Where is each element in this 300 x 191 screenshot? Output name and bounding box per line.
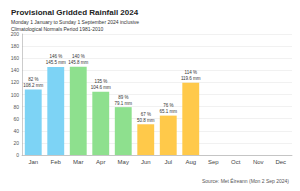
- svg-text:76 %: 76 %: [163, 103, 173, 108]
- svg-text:Jun: Jun: [141, 159, 151, 165]
- svg-text:79.1 mm: 79.1 mm: [114, 101, 132, 106]
- svg-text:Climatological Normals Period: Climatological Normals Period 1981-2010: [11, 26, 103, 32]
- svg-text:Apr: Apr: [96, 159, 105, 165]
- svg-text:Jan: Jan: [28, 159, 38, 165]
- svg-text:40: 40: [13, 128, 19, 134]
- svg-text:60: 60: [13, 116, 19, 122]
- svg-text:0: 0: [16, 152, 19, 158]
- svg-text:160: 160: [11, 55, 20, 61]
- svg-text:140 %: 140 %: [72, 54, 85, 59]
- svg-text:Monday 1 January to Sunday 1 S: Monday 1 January to Sunday 1 September 2…: [11, 19, 139, 25]
- svg-text:145.8 mm: 145.8 mm: [68, 60, 88, 65]
- svg-text:89 %: 89 %: [118, 95, 128, 100]
- svg-text:May: May: [118, 159, 129, 165]
- svg-text:180: 180: [11, 43, 20, 49]
- svg-text:Dec: Dec: [275, 159, 286, 165]
- svg-text:65.1 mm: 65.1 mm: [159, 109, 177, 114]
- svg-text:67 %: 67 %: [141, 112, 151, 117]
- svg-text:119.6 mm: 119.6 mm: [181, 76, 201, 81]
- svg-text:Provisional Gridded Rainfall 2: Provisional Gridded Rainfall 2024: [11, 8, 139, 17]
- svg-text:200: 200: [11, 31, 20, 37]
- svg-text:80: 80: [13, 104, 19, 110]
- svg-text:114 %: 114 %: [185, 70, 197, 75]
- svg-text:145.5 mm: 145.5 mm: [46, 60, 66, 65]
- svg-text:Aug: Aug: [185, 159, 196, 165]
- svg-text:Nov: Nov: [253, 159, 264, 165]
- svg-text:50.8 mm: 50.8 mm: [137, 118, 155, 123]
- svg-text:Jul: Jul: [164, 159, 172, 165]
- svg-text:Feb: Feb: [51, 159, 62, 165]
- svg-text:140: 140: [11, 67, 20, 73]
- svg-text:104.6 mm: 104.6 mm: [91, 85, 111, 90]
- svg-text:Source: Met Éireann (Mon 2 Sep: Source: Met Éireann (Mon 2 Sep 2024): [202, 178, 289, 184]
- svg-text:Oct: Oct: [231, 159, 241, 165]
- svg-text:Mar: Mar: [73, 159, 83, 165]
- svg-text:135 %: 135 %: [94, 79, 107, 84]
- svg-text:120: 120: [11, 79, 20, 85]
- svg-text:100: 100: [11, 92, 20, 98]
- svg-text:146 %: 146 %: [49, 54, 62, 59]
- svg-text:20: 20: [13, 140, 19, 146]
- svg-text:Sep: Sep: [208, 159, 219, 165]
- svg-text:108.2 mm: 108.2 mm: [23, 83, 43, 88]
- svg-text:82 %: 82 %: [28, 77, 38, 82]
